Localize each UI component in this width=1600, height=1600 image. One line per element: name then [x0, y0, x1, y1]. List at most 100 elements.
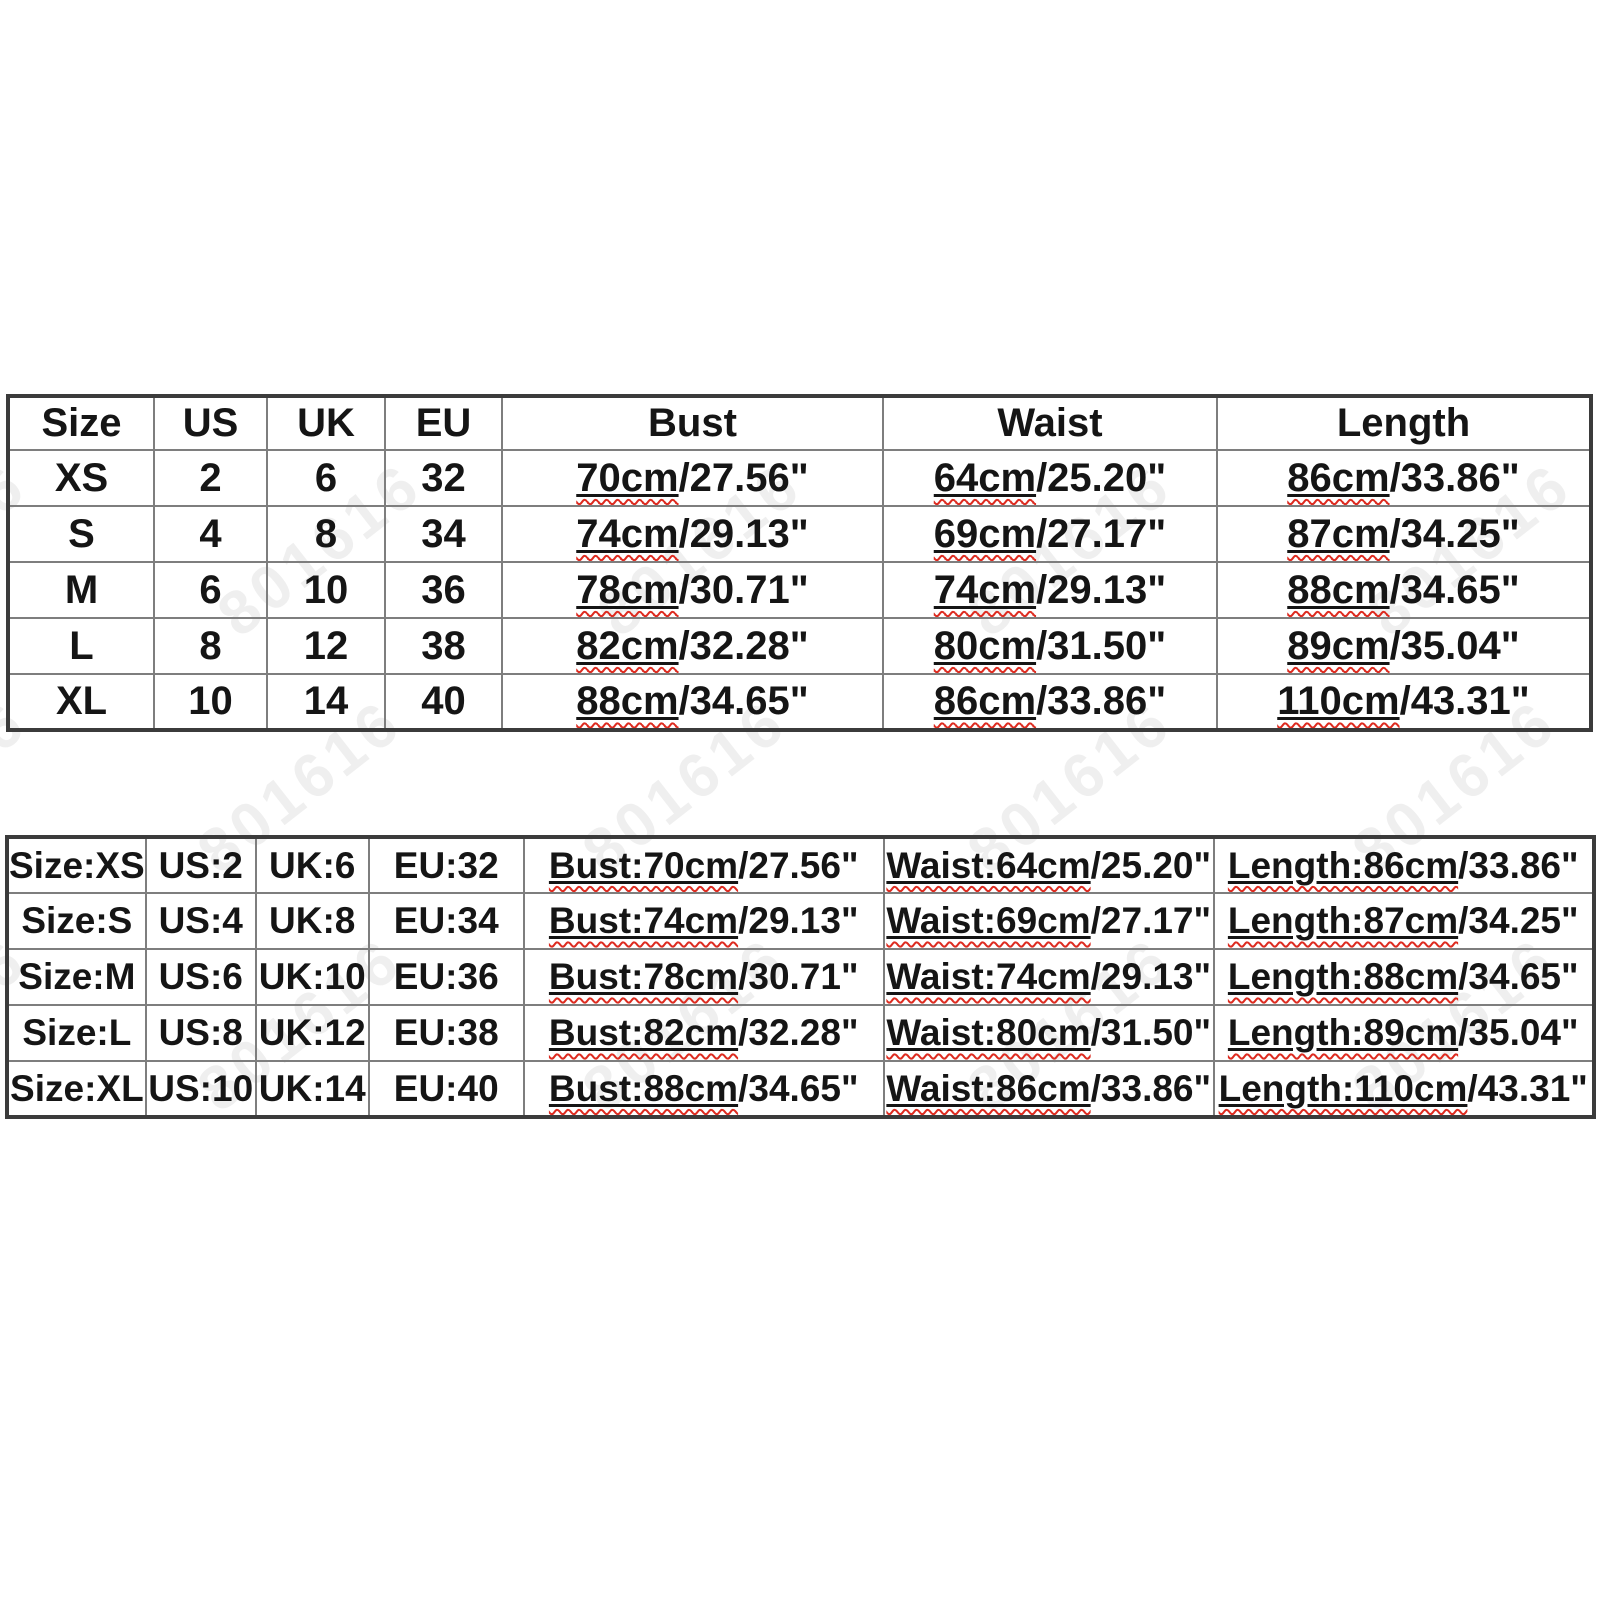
us-cell: 4: [153, 505, 268, 563]
size-chart-top: Size US UK EU Bust Waist Length XS 2 6 3…: [6, 394, 1593, 732]
measure-rest: /33.86": [1389, 455, 1520, 500]
length-cell: 86cm/33.86": [1216, 449, 1592, 507]
measure-underlined: Bust:74cm: [548, 900, 739, 941]
waist-cell: 86cm/33.86": [882, 673, 1218, 731]
measure-underlined: 70cm: [576, 455, 679, 500]
table-row-xl: Size:XL US:10 UK:14 EU:40 Bust:88cm/34.6…: [6, 1060, 1595, 1118]
measure-rest: /29.13": [678, 511, 809, 556]
measure-underlined: Waist:64cm: [886, 844, 1091, 886]
measure-underlined: Waist:80cm: [886, 1012, 1091, 1053]
measure-underlined: Bust:70cm: [548, 844, 739, 886]
measure-rest: /33.86": [1090, 1067, 1212, 1109]
bust-cell: Bust:74cm/29.13": [522, 892, 885, 950]
uk-cell: UK:6: [254, 836, 370, 894]
measure-underlined: Length:86cm: [1227, 844, 1459, 886]
measure-rest: /34.65": [678, 679, 809, 723]
measure-rest: /29.13": [738, 900, 859, 941]
eu-cell: 38: [384, 617, 503, 675]
measure-underlined: Bust:82cm: [548, 1012, 739, 1053]
eu-cell: 40: [384, 673, 503, 731]
measure-rest: /43.31": [1467, 1067, 1588, 1109]
us-cell: US:6: [144, 948, 257, 1006]
uk-cell: UK:14: [254, 1060, 370, 1118]
header-eu: EU: [384, 395, 503, 451]
bust-cell: 88cm/34.65": [501, 673, 884, 731]
measure-rest: /25.20": [1036, 455, 1167, 500]
eu-cell: EU:34: [367, 892, 525, 950]
length-cell: Length:88cm/34.65": [1212, 948, 1595, 1006]
length-cell: 87cm/34.25": [1216, 505, 1592, 563]
measure-underlined: 87cm: [1287, 511, 1390, 556]
waist-cell: Waist:74cm/29.13": [882, 948, 1215, 1006]
eu-cell: EU:36: [367, 948, 525, 1006]
measure-underlined: 110cm: [1277, 679, 1400, 723]
measure-underlined: Length:89cm: [1227, 1012, 1459, 1053]
bust-cell: Bust:88cm/34.65": [522, 1060, 885, 1118]
length-cell: 89cm/35.04": [1216, 617, 1592, 675]
measure-underlined: 86cm: [1287, 455, 1390, 500]
measure-rest: /27.56": [678, 455, 809, 500]
measure-underlined: 86cm: [933, 679, 1037, 723]
measure-underlined: Waist:74cm: [886, 956, 1091, 997]
bust-cell: 74cm/29.13": [501, 505, 884, 563]
length-cell: 88cm/34.65": [1216, 561, 1592, 619]
measure-underlined: 64cm: [933, 455, 1037, 500]
header-length: Length: [1216, 395, 1592, 451]
us-cell: 2: [153, 449, 268, 507]
measure-underlined: 78cm: [576, 567, 679, 612]
uk-cell: UK:8: [254, 892, 370, 950]
measure-underlined: Length:110cm: [1218, 1067, 1468, 1109]
bust-cell: Bust:70cm/27.56": [522, 836, 885, 894]
eu-cell: 32: [384, 449, 503, 507]
measure-underlined: Bust:78cm: [548, 956, 739, 997]
measure-rest: /33.86": [1036, 679, 1167, 723]
measure-underlined: 74cm: [933, 567, 1037, 612]
size-cell: XL: [7, 673, 155, 731]
size-cell: L: [7, 617, 155, 675]
header-uk: UK: [266, 395, 386, 451]
measure-underlined: Bust:88cm: [548, 1067, 739, 1109]
measure-rest: /29.13": [1090, 956, 1212, 997]
measure-rest: /34.25": [1458, 900, 1579, 941]
measure-rest: /27.17": [1090, 900, 1212, 941]
header-us: US: [153, 395, 268, 451]
eu-cell: 34: [384, 505, 503, 563]
bust-cell: 70cm/27.56": [501, 449, 884, 507]
us-cell: US:10: [144, 1060, 257, 1118]
measure-rest: /31.50": [1090, 1012, 1212, 1053]
measure-rest: /27.56": [738, 844, 859, 886]
table-row-l: Size:L US:8 UK:12 EU:38 Bust:82cm/32.28"…: [6, 1004, 1595, 1062]
eu-cell: EU:32: [367, 836, 525, 894]
uk-cell: 6: [266, 449, 386, 507]
eu-cell: 36: [384, 561, 503, 619]
us-cell: US:2: [144, 836, 257, 894]
measure-underlined: 74cm: [576, 511, 679, 556]
measure-underlined: 82cm: [576, 623, 679, 668]
measure-rest: /34.25": [1389, 511, 1520, 556]
size-cell: Size:XL: [6, 1060, 147, 1118]
waist-cell: 69cm/27.17": [882, 505, 1218, 563]
header-waist: Waist: [882, 395, 1218, 451]
uk-cell: 12: [266, 617, 386, 675]
size-chart-table-international: Size US UK EU Bust Waist Length XS 2 6 3…: [6, 394, 1593, 732]
uk-cell: 8: [266, 505, 386, 563]
waist-cell: 74cm/29.13": [882, 561, 1218, 619]
waist-cell: Waist:86cm/33.86": [882, 1060, 1215, 1118]
measure-underlined: Waist:86cm: [886, 1067, 1091, 1109]
measure-underlined: Length:88cm: [1227, 956, 1459, 997]
measure-rest: /35.04": [1389, 623, 1520, 668]
length-cell: Length:110cm/43.31": [1212, 1060, 1595, 1118]
table-row-s: S 4 8 34 74cm/29.13" 69cm/27.17" 87cm/34…: [7, 505, 1592, 563]
measure-rest: /32.28": [678, 623, 809, 668]
bust-cell: Bust:82cm/32.28": [522, 1004, 885, 1062]
measure-underlined: 80cm: [933, 623, 1037, 668]
uk-cell: 10: [266, 561, 386, 619]
size-cell: Size:L: [6, 1004, 147, 1062]
size-cell: Size:S: [6, 892, 147, 950]
measure-rest: /33.86": [1458, 844, 1579, 886]
table-header-row: Size US UK EU Bust Waist Length: [7, 395, 1592, 451]
measure-rest: /30.71": [678, 567, 809, 612]
us-cell: 10: [153, 673, 268, 731]
us-cell: 8: [153, 617, 268, 675]
measure-rest: /25.20": [1090, 844, 1212, 886]
